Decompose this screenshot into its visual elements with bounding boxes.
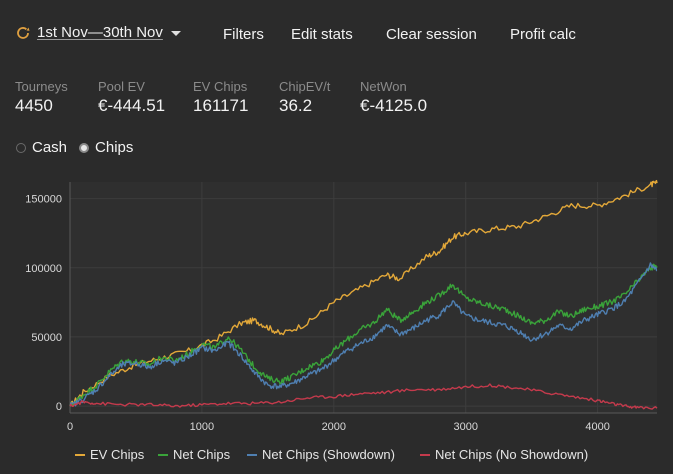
chart-legend: EV Chips Net Chips Net Chips (Showdown) … xyxy=(0,447,673,467)
stat-ev-chips: EV Chips 161171 xyxy=(193,79,248,116)
plot-area xyxy=(70,182,657,413)
stat-label: Tourneys xyxy=(15,79,68,94)
filters-button[interactable]: Filters xyxy=(223,26,264,43)
legend-item[interactable]: Net Chips (No Showdown) xyxy=(420,447,588,462)
stat-value: 36.2 xyxy=(279,96,313,115)
radio-circle-unchecked-icon xyxy=(16,142,26,153)
stat-label: EV Chips xyxy=(193,79,248,94)
legend-item[interactable]: Net Chips (Showdown) xyxy=(247,447,395,462)
y-tick-label: 0 xyxy=(56,401,62,413)
date-range-label: 1st Nov—30th Nov xyxy=(37,24,163,41)
radio-chips[interactable]: Chips xyxy=(79,139,133,156)
legend-label: Net Chips xyxy=(173,447,231,462)
stat-value: 161171 xyxy=(193,96,249,115)
legend-swatch xyxy=(158,453,168,456)
y-tick-label: 100000 xyxy=(25,263,62,275)
profit-calc-button[interactable]: Profit calc xyxy=(510,26,576,43)
stat-value: €-4125.0 xyxy=(360,96,428,115)
radio-circle-checked-icon xyxy=(79,142,90,153)
stat-pool-ev: Pool EV €-444.51 xyxy=(98,79,165,116)
x-tick-label: 2000 xyxy=(322,421,346,433)
edit-stats-button[interactable]: Edit stats xyxy=(291,26,353,43)
series-line-ev-chips[interactable] xyxy=(69,179,658,407)
mode-toggle: Cash Chips xyxy=(16,139,145,156)
x-tick-label: 0 xyxy=(67,421,73,433)
x-tick-label: 1000 xyxy=(190,421,214,433)
legend-label: Net Chips (No Showdown) xyxy=(435,447,589,462)
radio-label: Chips xyxy=(95,139,134,156)
stat-value: 4450 xyxy=(15,96,53,115)
legend-label: Net Chips (Showdown) xyxy=(262,447,395,462)
stat-chipev-per-t: ChipEV/t 36.2 xyxy=(279,79,330,116)
radio-label: Cash xyxy=(32,139,68,156)
stat-label: Pool EV xyxy=(98,79,145,94)
chevron-down-icon xyxy=(170,30,181,36)
clear-session-button[interactable]: Clear session xyxy=(386,26,477,43)
toolbar: 1st Nov—30th Nov Filters Edit stats Clea… xyxy=(0,0,673,70)
refresh-icon xyxy=(17,26,30,39)
x-tick-label: 4000 xyxy=(585,421,609,433)
series-line-net-chips-showdown[interactable] xyxy=(69,262,658,407)
stat-tourneys: Tourneys 4450 xyxy=(15,79,68,116)
legend-swatch xyxy=(247,453,257,456)
y-tick-label: 150000 xyxy=(25,194,62,206)
legend-item[interactable]: Net Chips xyxy=(158,447,230,462)
legend-item[interactable]: EV Chips xyxy=(75,447,144,462)
date-range-selector[interactable]: 1st Nov—30th Nov xyxy=(15,24,181,41)
x-tick-label: 3000 xyxy=(453,421,477,433)
stat-label: ChipEV/t xyxy=(279,79,331,94)
stat-netwon: NetWon €-4125.0 xyxy=(360,79,427,116)
stat-label: NetWon xyxy=(360,79,407,94)
legend-swatch xyxy=(75,453,85,456)
stat-value: €-444.51 xyxy=(98,96,166,115)
series-line-net-chips-no-showdown[interactable] xyxy=(69,383,658,410)
radio-cash[interactable]: Cash xyxy=(16,139,67,156)
legend-label: EV Chips xyxy=(90,447,145,462)
legend-swatch xyxy=(420,453,430,456)
chips-chart: 0 50000 100000 150000 0 1000 2000 3000 4000 xyxy=(25,179,658,433)
y-tick-label: 50000 xyxy=(31,332,62,344)
